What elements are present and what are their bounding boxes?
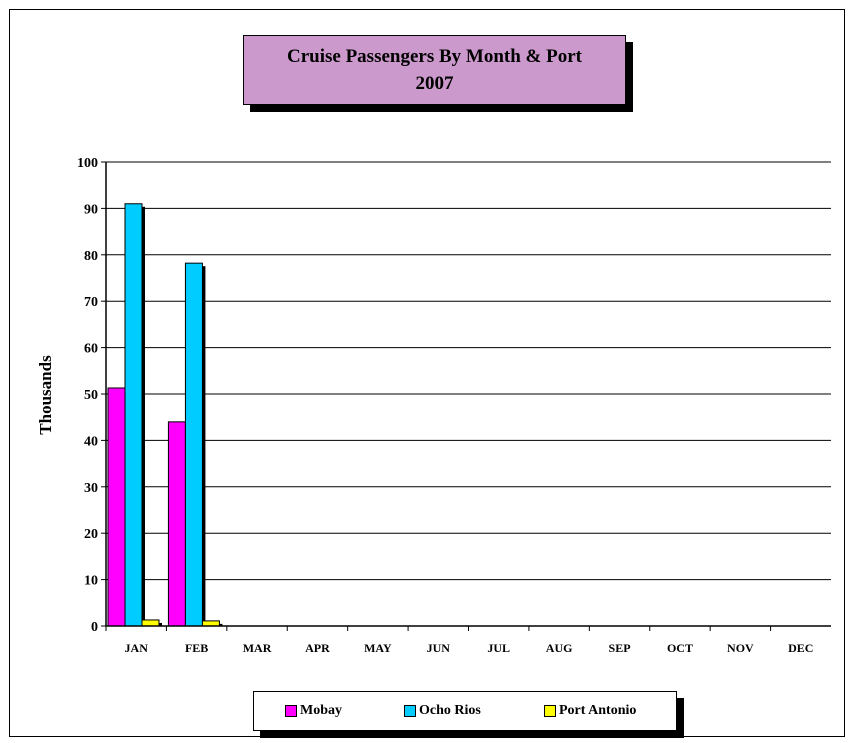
y-tick-label: 60	[84, 342, 98, 357]
gridlines	[106, 161, 831, 581]
legend-swatch-mobay	[285, 705, 297, 717]
legend-item-port-antonio: Port Antonio	[544, 703, 636, 719]
y-tick-label: 70	[84, 295, 98, 310]
y-tick-label: 50	[84, 388, 98, 403]
x-tick-label: JUN	[427, 641, 451, 655]
chart-frame	[9, 9, 845, 737]
bar	[201, 620, 220, 627]
legend: Mobay Ocho Rios Port Antonio	[253, 691, 677, 731]
chart-title: Cruise Passengers By Month & Port	[287, 46, 582, 67]
legend-item-ocho-rios: Ocho Rios	[404, 703, 481, 719]
bar	[141, 619, 160, 627]
x-tick-label: OCT	[667, 641, 693, 655]
x-tick-label: NOV	[727, 641, 754, 655]
y-tick-label: 0	[91, 620, 98, 635]
bars	[107, 203, 223, 627]
bar	[167, 421, 186, 627]
legend-label-ocho-rios: Ocho Rios	[419, 703, 481, 718]
y-tick-label: 10	[84, 574, 98, 589]
x-tick-label: JUL	[487, 641, 510, 655]
legend-swatch-ocho-rios	[404, 705, 416, 717]
bar	[107, 387, 126, 627]
x-tick-label: APR	[305, 641, 330, 655]
y-axis-ticks: 0 10 20 30 40 50 60 70 80 90 100	[77, 156, 106, 635]
axes	[105, 162, 831, 627]
x-tick-label: JAN	[125, 641, 149, 655]
y-tick-label: 20	[84, 527, 98, 542]
x-tick-label: MAR	[243, 641, 272, 655]
y-tick-label: 40	[84, 434, 98, 449]
x-tick-label: AUG	[546, 641, 573, 655]
legend-swatch-port-antonio	[544, 705, 556, 717]
x-axis-ticks: JAN FEB MAR APR MAY JUN JUL AUG SEP OCT NOV DEC	[105, 626, 813, 655]
x-tick-label: MAY	[364, 641, 392, 655]
chart-subtitle: 2007	[415, 73, 454, 94]
legend-item-mobay: Mobay	[285, 703, 342, 719]
x-tick-label: FEB	[185, 641, 208, 655]
legend-label-port-antonio: Port Antonio	[559, 703, 637, 718]
legend-label-mobay: Mobay	[300, 703, 342, 718]
x-tick-label: SEP	[609, 641, 631, 655]
chart-title-box: Cruise Passengers By Month & Port 2007	[243, 35, 626, 105]
y-tick-label: 100	[77, 156, 98, 171]
y-tick-label: 90	[84, 202, 98, 217]
x-tick-label: DEC	[788, 641, 813, 655]
bar	[184, 262, 203, 627]
bar	[124, 203, 143, 627]
y-tick-label: 30	[84, 481, 98, 496]
y-tick-label: 80	[84, 249, 98, 264]
